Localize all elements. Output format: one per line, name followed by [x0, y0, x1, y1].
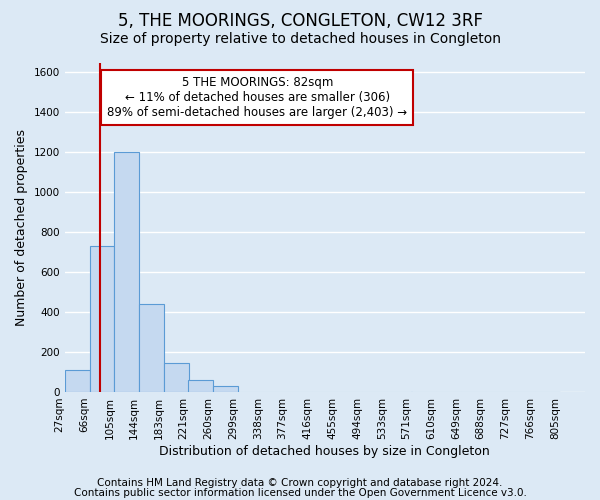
Text: Size of property relative to detached houses in Congleton: Size of property relative to detached ho… [100, 32, 500, 46]
Bar [188, 380, 213, 392]
Text: Contains HM Land Registry data © Crown copyright and database right 2024.: Contains HM Land Registry data © Crown c… [97, 478, 503, 488]
Y-axis label: Number of detached properties: Number of detached properties [15, 128, 28, 326]
Bar [164, 363, 189, 392]
Bar [139, 304, 164, 392]
Text: 5 THE MOORINGS: 82sqm
← 11% of detached houses are smaller (306)
89% of semi-det: 5 THE MOORINGS: 82sqm ← 11% of detached … [107, 76, 407, 118]
Bar [65, 370, 89, 392]
Bar [213, 386, 238, 392]
X-axis label: Distribution of detached houses by size in Congleton: Distribution of detached houses by size … [160, 444, 490, 458]
Bar [89, 246, 115, 392]
Bar [115, 152, 139, 392]
Text: 5, THE MOORINGS, CONGLETON, CW12 3RF: 5, THE MOORINGS, CONGLETON, CW12 3RF [118, 12, 482, 30]
Text: Contains public sector information licensed under the Open Government Licence v3: Contains public sector information licen… [74, 488, 526, 498]
